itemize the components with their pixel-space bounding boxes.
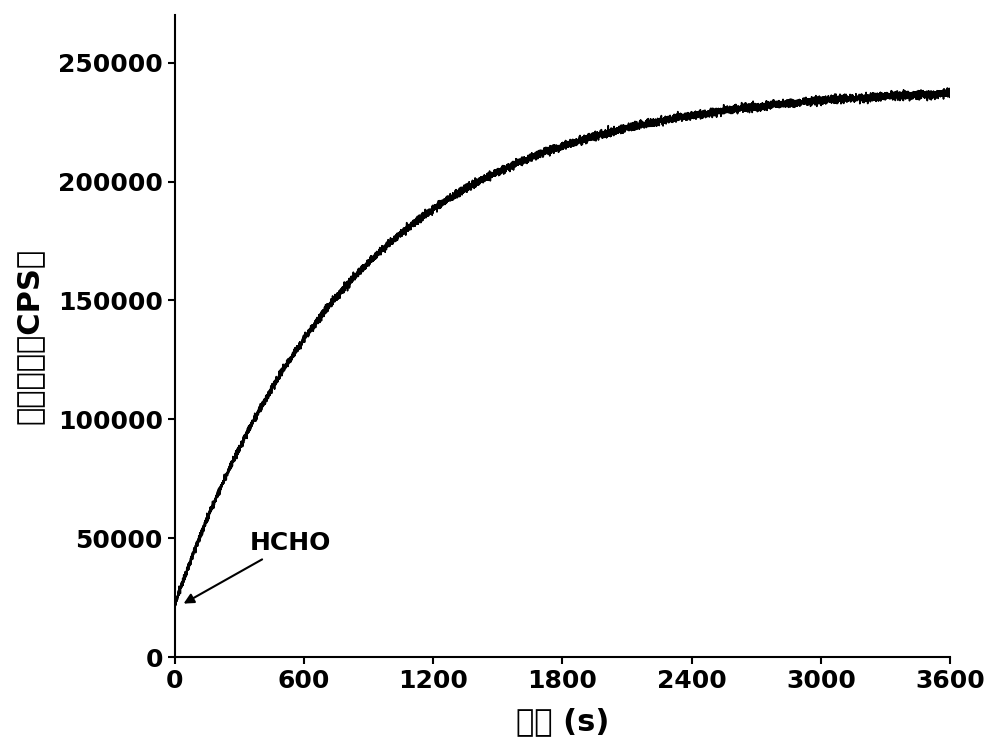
X-axis label: 时间 (s): 时间 (s) xyxy=(516,707,609,736)
Y-axis label: 荧光强度（CPS）: 荧光强度（CPS） xyxy=(15,248,44,424)
Text: HCHO: HCHO xyxy=(186,531,331,602)
